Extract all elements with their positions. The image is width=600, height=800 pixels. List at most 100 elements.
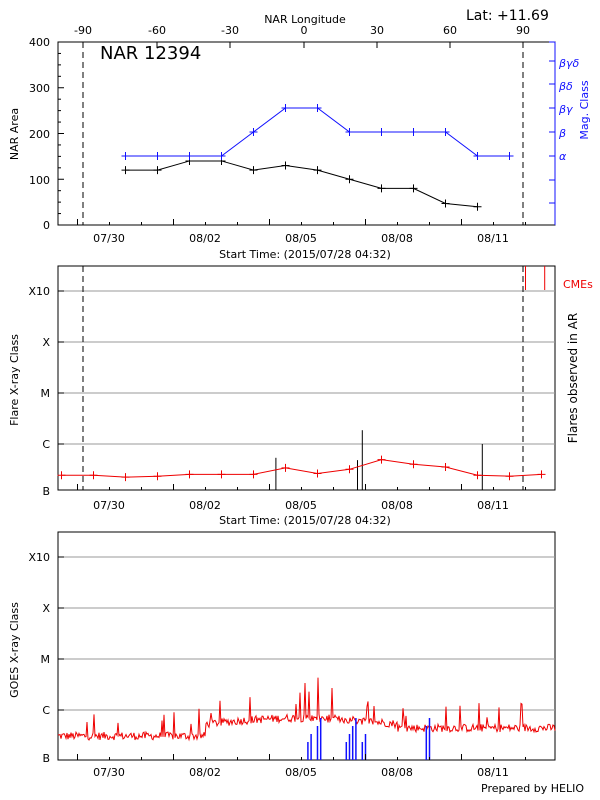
magclass-point (377, 128, 386, 136)
flare-point (57, 471, 66, 480)
y-tick-label: C (42, 704, 50, 717)
area-point (121, 166, 130, 175)
x-tick-label: 08/11 (477, 232, 509, 245)
mag-class-label: βγδ (558, 57, 580, 70)
mag-class-label: βδ (558, 80, 573, 93)
panel2-frame (57, 265, 556, 491)
y-tick-label: 0 (43, 219, 50, 232)
x-tick-label: 08/11 (477, 499, 509, 512)
y-axis-label-mag-class: Mag. Class (578, 80, 591, 139)
x-tick-label: 08/08 (381, 766, 413, 779)
area-point (441, 199, 450, 208)
x-axis-label-p1: Start Time: (2015/07/28 04:32) (219, 248, 391, 261)
x-tick-label: 08/02 (189, 766, 221, 779)
area-point (345, 175, 354, 184)
y-tick-label: 300 (29, 82, 50, 95)
top-tick-label: -90 (74, 24, 92, 37)
x-tick-label: 07/30 (93, 766, 125, 779)
mag-class-label: βγ (558, 103, 573, 116)
latitude-label: Lat: +11.69 (466, 8, 549, 24)
y-tick-label: X (42, 602, 50, 615)
y-tick-label: X10 (28, 285, 50, 298)
x-tick-label: 08/05 (285, 499, 317, 512)
y-tick-label: 400 (29, 36, 50, 49)
magclass-point (505, 152, 514, 160)
magclass-point (249, 128, 258, 136)
magclass-series-line (125, 107, 510, 157)
flare-point (537, 470, 546, 479)
y-tick-label: X10 (28, 551, 50, 564)
panel-flare-class: Flare X-ray Class Flares observed in AR … (8, 265, 593, 527)
area-point (409, 184, 418, 193)
x-tick-label: 08/05 (285, 232, 317, 245)
flare-series-line (61, 459, 542, 478)
flare-point (377, 455, 386, 464)
panel3-frame (57, 531, 556, 761)
magclass-point (441, 128, 450, 136)
area-point (153, 166, 162, 175)
flare-point (505, 472, 514, 481)
x-tick-label: 08/08 (381, 499, 413, 512)
flare-point (473, 471, 482, 480)
area-point (377, 184, 386, 193)
magclass-point (217, 152, 226, 160)
magclass-point (473, 152, 482, 160)
magclass-point (345, 128, 354, 136)
mag-class-label: β (558, 127, 566, 140)
y-tick-label: B (42, 485, 50, 498)
mag-class-label: α (559, 150, 567, 163)
flare-point (409, 460, 418, 469)
panel-goes: GOES X-ray Class B C M X X10 07/30 08/02… (8, 531, 584, 795)
magclass-point (313, 104, 322, 112)
y-axis-label-nar-area: NAR Area (8, 108, 21, 160)
magclass-point (153, 152, 162, 160)
y-axis-label-goes: GOES X-ray Class (8, 602, 21, 698)
top-tick-label: -30 (221, 24, 239, 37)
flare-point (153, 472, 162, 481)
x-tick-label: 08/02 (189, 499, 221, 512)
x-tick-label: 07/30 (93, 499, 125, 512)
y-tick-label: M (41, 387, 51, 400)
x-tick-label: 08/08 (381, 232, 413, 245)
y-tick-label: 100 (29, 174, 50, 187)
flare-point (313, 469, 322, 478)
top-tick-label: 90 (516, 24, 530, 37)
area-point (313, 166, 322, 175)
top-tick-label: 60 (443, 24, 457, 37)
area-point (281, 161, 290, 170)
y-tick-label: M (41, 653, 51, 666)
panel-nar-area: Lat: +11.69 NAR 12394 NAR Longitude NAR … (8, 8, 591, 261)
x-tick-label: 08/05 (285, 766, 317, 779)
magclass-point (121, 152, 130, 160)
region-title: NAR 12394 (100, 43, 201, 64)
flare-point (441, 463, 450, 471)
y-tick-label: C (42, 438, 50, 451)
magclass-point (281, 104, 290, 112)
y-axis-label-flare-class: Flare X-ray Class (8, 334, 21, 426)
top-tick-label: -60 (148, 24, 166, 37)
flare-point (121, 473, 130, 482)
top-axis-label: NAR Longitude (264, 13, 346, 26)
top-tick-label: 30 (370, 24, 384, 37)
flare-point (185, 470, 194, 479)
flare-point (249, 470, 258, 479)
y-tick-label: 200 (29, 128, 50, 141)
area-point (249, 166, 258, 175)
cme-label: CMEs (563, 278, 593, 291)
x-tick-label: 07/30 (93, 232, 125, 245)
goes-series-line (57, 677, 556, 742)
flare-point (217, 470, 226, 479)
magclass-point (409, 128, 418, 136)
flare-point (89, 471, 98, 480)
area-point (473, 202, 482, 211)
x-tick-label: 08/11 (477, 766, 509, 779)
flare-point (281, 463, 290, 472)
y-axis-label-flares-observed: Flares observed in AR (566, 313, 580, 443)
y-tick-label: X (42, 336, 50, 349)
panel1-frame (57, 41, 556, 226)
footer-credit: Prepared by HELIO (481, 782, 584, 795)
magclass-point (185, 152, 194, 160)
x-axis-label-p2: Start Time: (2015/07/28 04:32) (219, 514, 391, 527)
top-tick-label: 0 (301, 24, 308, 37)
